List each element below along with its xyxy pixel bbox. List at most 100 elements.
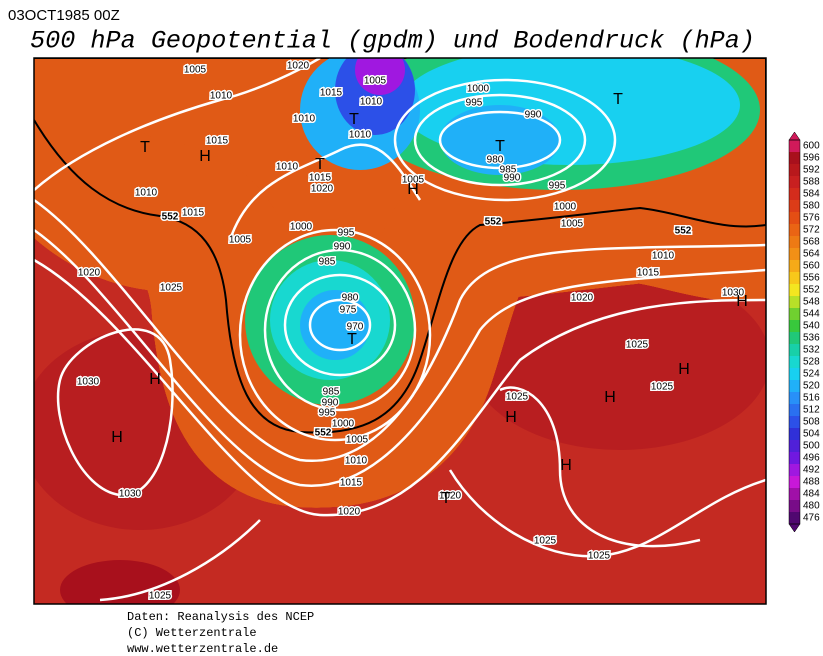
colorbar-swatch <box>789 356 800 369</box>
title: 500 hPa Geopotential (gpdm) und Bodendru… <box>30 27 755 56</box>
isobar-label: 995 <box>549 181 566 192</box>
isobar-label: 1005 <box>229 235 252 246</box>
isobar-label: 1020 <box>338 507 361 518</box>
isobar-label: 1010 <box>293 114 316 125</box>
colorbar-label: 596 <box>803 153 820 164</box>
colorbar-label: 492 <box>803 465 820 476</box>
colorbar-label: 496 <box>803 453 820 464</box>
isobar-label: 990 <box>504 173 521 184</box>
colorbar-swatch <box>789 320 800 333</box>
isobar-label: 1025 <box>534 536 557 547</box>
isobar-label: 1000 <box>467 84 490 95</box>
pressure-center: H <box>736 293 748 310</box>
colorbar-label: 536 <box>803 333 820 344</box>
isobar-label: 1010 <box>652 251 675 262</box>
isobar-label: 1010 <box>135 188 158 199</box>
footer-line: (C) Wetterzentrale <box>127 626 257 640</box>
colorbar-label: 524 <box>803 369 820 380</box>
contour-label: 552 <box>675 226 692 237</box>
colorbar-label: 488 <box>803 477 820 488</box>
isobar-label: 1020 <box>571 293 594 304</box>
colorbar-swatch <box>789 380 800 393</box>
colorbar-label: 564 <box>803 249 820 260</box>
colorbar-frame <box>788 139 801 525</box>
colorbar-label: 580 <box>803 201 820 212</box>
isobar-label: 985 <box>323 387 340 398</box>
pressure-center: T <box>315 156 325 173</box>
colorbar-label: 556 <box>803 273 820 284</box>
colorbar-swatch <box>789 368 800 381</box>
pressure-center: H <box>678 361 690 378</box>
pressure-center: H <box>604 389 616 406</box>
isobar-label: 995 <box>466 98 483 109</box>
isobar-label: 1010 <box>276 162 299 173</box>
colorbar-label: 516 <box>803 393 820 404</box>
colorbar-label: 576 <box>803 213 820 224</box>
colorbar-swatch <box>789 176 800 189</box>
colorbar-swatch <box>789 488 800 501</box>
colorbar-swatch <box>789 308 800 321</box>
isobar-label: 1030 <box>722 288 745 299</box>
colorbar-label: 476 <box>803 513 820 524</box>
colorbar-swatch <box>789 248 800 261</box>
colorbar-label: 504 <box>803 429 820 440</box>
isobar-label: 990 <box>334 242 351 253</box>
isobar-label: 995 <box>338 228 355 239</box>
colorbar-swatch <box>789 440 800 453</box>
isobar-label: 980 <box>342 293 359 304</box>
isobar-label: 1015 <box>206 136 229 147</box>
isobar-label: 990 <box>322 398 339 409</box>
colorbar-swatch <box>789 512 800 525</box>
isobar-label: 1010 <box>349 130 372 141</box>
pressure-center: H <box>505 409 517 426</box>
isobar-label: 1030 <box>77 377 100 388</box>
isobar-label: 995 <box>319 408 336 419</box>
isobar-label: 1025 <box>651 382 674 393</box>
isobar-label: 980 <box>487 155 504 166</box>
isobar-label: 990 <box>525 110 542 121</box>
isobar-label: 1015 <box>182 208 205 219</box>
isobar-label: 1020 <box>287 61 310 72</box>
isobar-label: 1020 <box>439 491 462 502</box>
contour-label: 552 <box>162 212 179 223</box>
isobar-label: 1005 <box>402 175 425 186</box>
colorbar-cap <box>788 523 801 533</box>
colorbar-label: 588 <box>803 177 820 188</box>
colorbar-label: 540 <box>803 321 820 332</box>
isobar-label: 1010 <box>360 97 383 108</box>
colorbar-swatch <box>789 404 800 417</box>
colorbar-swatch <box>789 236 800 249</box>
isobar-label: 1000 <box>332 419 355 430</box>
contour-label: 552 <box>315 428 332 439</box>
isobar-label: 985 <box>500 165 517 176</box>
isobar-label: 1025 <box>160 283 183 294</box>
date: 03OCT1985 00Z <box>8 7 120 24</box>
isobar-label: 1005 <box>184 65 207 76</box>
isobar-label: 1005 <box>346 435 369 446</box>
colorbar-label: 532 <box>803 345 820 356</box>
isobar-label: 1000 <box>554 202 577 213</box>
colorbar-label: 584 <box>803 189 820 200</box>
colorbar-label: 484 <box>803 489 820 500</box>
pressure-center: H <box>111 429 123 446</box>
isobar-label: 1025 <box>626 340 649 351</box>
colorbar-swatch <box>789 224 800 237</box>
colorbar-label: 572 <box>803 225 820 236</box>
colorbar-label: 600 <box>803 141 820 152</box>
isobar-label: 1010 <box>210 91 233 102</box>
isobar-label: 1010 <box>345 456 368 467</box>
colorbar-swatch <box>789 344 800 357</box>
isobar-label: 1020 <box>78 268 101 279</box>
colorbar-label: 544 <box>803 309 820 320</box>
colorbar-label: 480 <box>803 501 820 512</box>
isobar-label: 1005 <box>364 76 387 87</box>
colorbar-label: 560 <box>803 261 820 272</box>
isobar-label: 970 <box>347 322 364 333</box>
pressure-center: H <box>560 457 572 474</box>
pressure-center: H <box>149 371 161 388</box>
footer-line: Daten: Reanalysis des NCEP <box>127 610 314 624</box>
colorbar-swatch <box>789 272 800 285</box>
field <box>34 58 766 604</box>
